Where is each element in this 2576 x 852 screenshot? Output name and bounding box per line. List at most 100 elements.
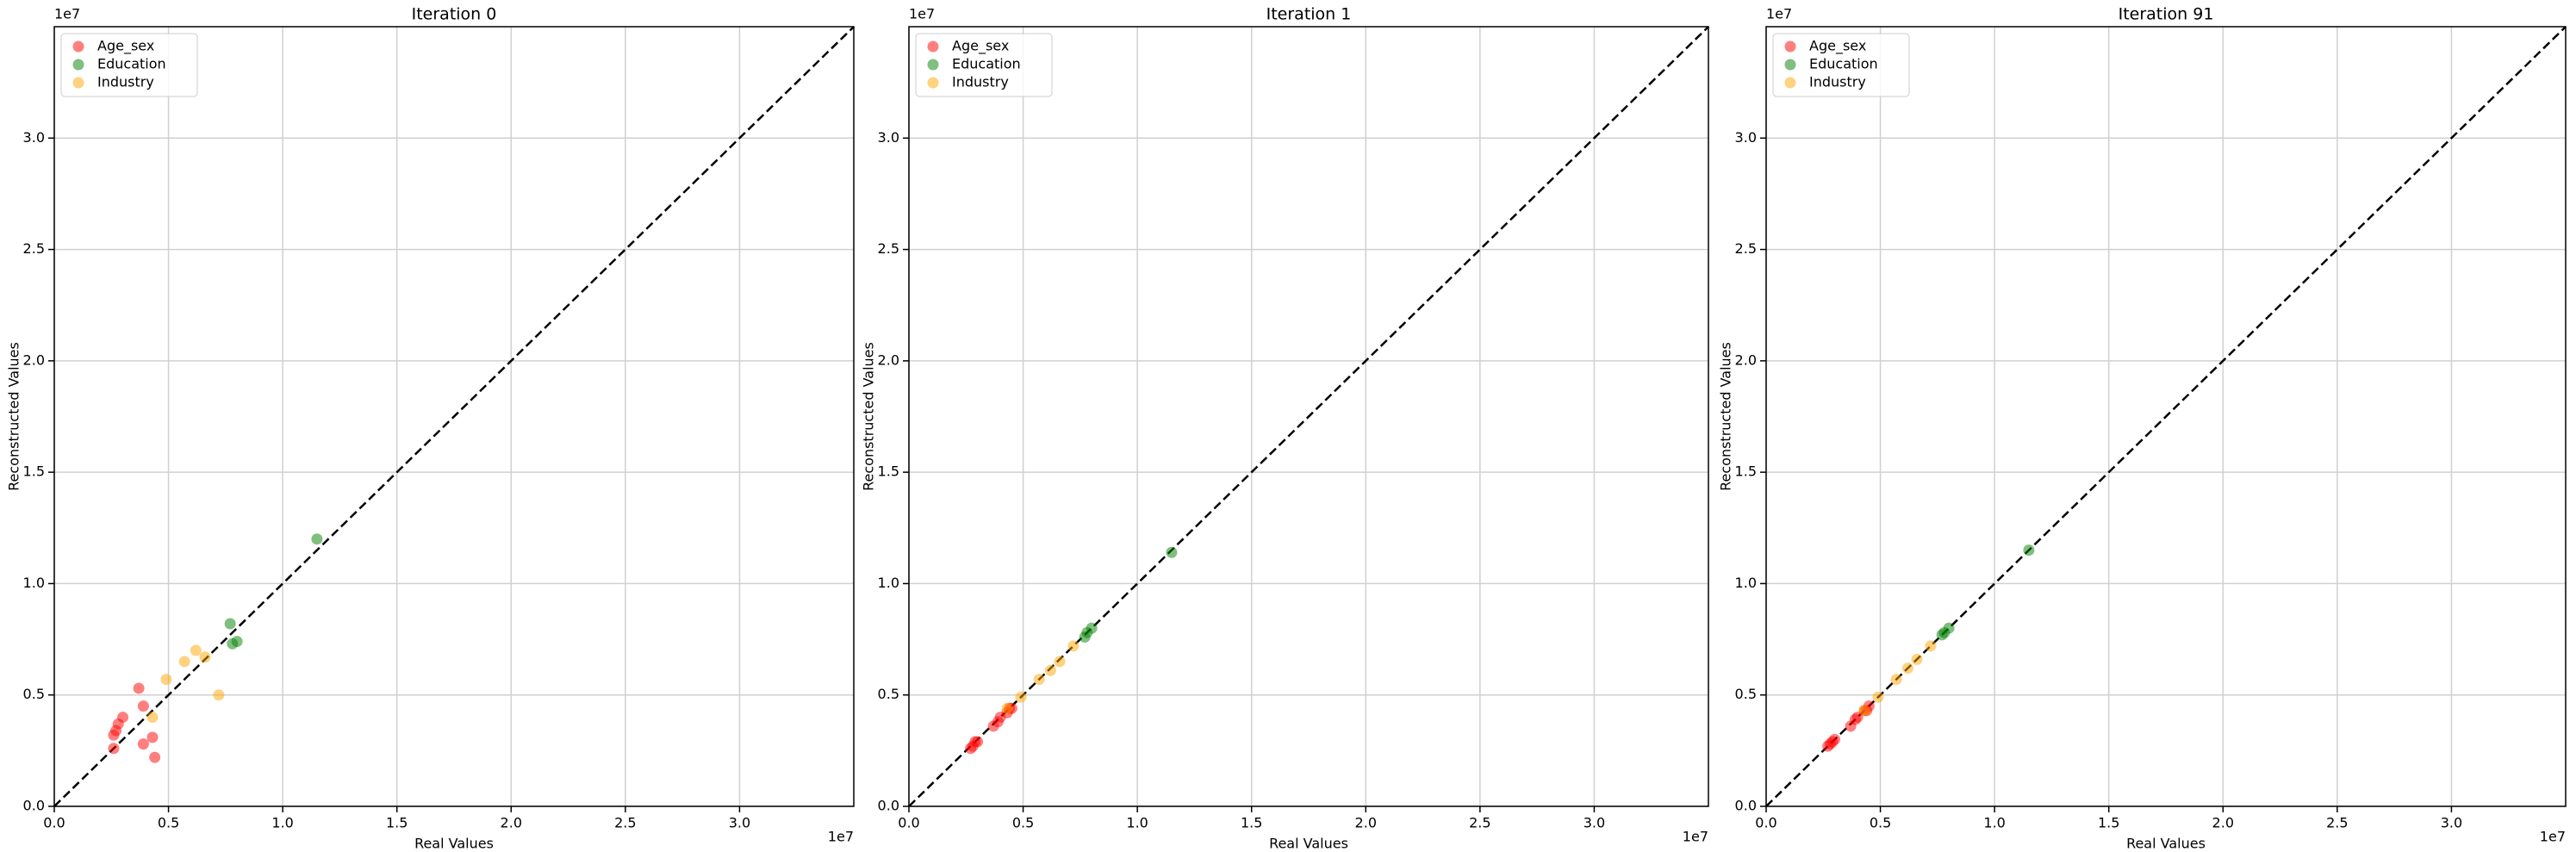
point [1067,640,1080,652]
y-tick-label: 1.5 [23,463,45,480]
point [1033,674,1045,686]
point [149,751,161,763]
legend-label: Industry [1809,74,1866,90]
point [224,618,236,630]
subplot: 0.0 0.5 1.0 1.5 2.0 2.5 3.0 0.0 0.5 1.0 1.5 2.0 2.5 3… [6,5,855,852]
legend-box [60,33,198,97]
point [160,674,172,686]
point [190,644,202,656]
point [146,712,159,724]
y-tick-label: 0.0 [878,798,899,814]
point [178,656,190,668]
legend-label: Education [1809,56,1878,72]
x-tick-label: 0.0 [898,815,919,831]
legend-marker [1784,59,1796,71]
point [137,700,149,712]
x-tick-label: 1.0 [1126,815,1148,831]
x-tick-label: 2.5 [1469,815,1490,831]
legend-label: Age_sex [952,38,1009,55]
x-tick-label: 0.0 [43,815,65,831]
axes-frame [53,26,855,807]
point [1054,656,1066,668]
point [1858,705,1870,717]
legend-marker [72,40,84,53]
point [1911,653,1923,665]
point [137,738,149,750]
point [1925,640,1937,652]
x-tick-label: 2.5 [614,815,636,831]
axes-frame [1765,26,2567,807]
x-axis-label: Real Values [2126,836,2206,852]
y-tick-label: 0.0 [23,798,45,814]
y-tick-label: 2.0 [23,351,45,368]
y-tick-label: 0.5 [1735,686,1757,702]
legend-marker [927,77,939,89]
x-tick-label: 0.5 [158,815,179,831]
point [1166,546,1178,558]
point [1086,622,1098,634]
point [1872,691,1884,703]
x-tick-label: 1.0 [1983,815,2005,831]
point [213,689,225,701]
chart-title: Iteration 1 [1266,5,1352,24]
diagonal-line [53,26,855,807]
legend-label: Education [97,56,166,72]
subplot: 0.0 0.5 1.0 1.5 2.0 2.5 3.0 0.0 0.5 1.0 1.5 2.0 2.5 3… [861,5,1709,852]
x-offset-label: 1e7 [828,829,854,845]
y-tick-label: 3.0 [878,129,899,146]
x-tick-label: 2.0 [1355,815,1377,831]
y-offset-label: 1e7 [909,6,935,22]
legend-label: Education [952,56,1021,72]
x-tick-label: 2.0 [501,815,522,831]
legend-label: Industry [952,74,1009,90]
x-tick-label: 1.5 [2098,815,2119,831]
x-tick-label: 3.0 [729,815,750,831]
y-tick-label: 1.0 [878,575,899,591]
legend-marker [72,77,84,89]
legend-marker [1784,40,1796,53]
x-tick-label: 2.0 [2212,815,2234,831]
legend-marker [1784,77,1796,89]
x-axis-label: Real Values [1269,836,1348,852]
point [1015,691,1027,703]
point [1901,662,1913,675]
y-tick-label: 1.0 [23,575,45,591]
legend-label: Industry [97,74,154,90]
legend-marker [927,40,939,53]
y-tick-label: 2.5 [23,240,45,257]
point [133,682,145,694]
y-tick-label: 2.0 [878,351,899,368]
point [972,736,984,748]
point [1829,733,1841,745]
x-tick-label: 0.5 [1012,815,1034,831]
point [1943,622,1955,634]
legend-label: Age_sex [97,38,154,55]
point [199,651,211,663]
x-tick-label: 2.5 [2326,815,2348,831]
x-tick-label: 1.5 [1241,815,1262,831]
diagonal-line [1765,26,2567,807]
y-tick-label: 3.0 [1735,129,1757,146]
y-offset-label: 1e7 [54,6,80,22]
legend-marker [927,59,939,71]
x-tick-label: 1.0 [271,815,293,831]
chart-title: Iteration 0 [412,5,497,24]
x-axis-label: Real Values [414,836,494,852]
x-tick-label: 3.0 [2441,815,2462,831]
point [1851,712,1864,724]
y-tick-label: 3.0 [23,129,45,146]
point [117,712,129,724]
point [146,731,159,743]
y-tick-label: 0.5 [878,686,899,702]
y-tick-label: 2.5 [878,240,899,257]
y-tick-label: 2.0 [1735,351,1757,368]
y-axis-label: Reconstructed Values [1718,342,1734,491]
point [1001,702,1013,714]
point [108,743,120,755]
y-tick-label: 0.0 [1735,798,1757,814]
y-tick-label: 1.0 [1735,575,1757,591]
y-tick-label: 1.5 [1735,463,1757,480]
y-offset-label: 1e7 [1766,6,1792,22]
x-tick-label: 0.5 [1870,815,1891,831]
